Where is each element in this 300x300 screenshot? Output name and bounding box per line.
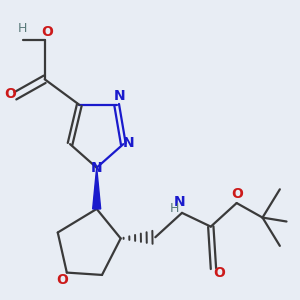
Text: O: O xyxy=(4,87,16,101)
Text: N: N xyxy=(113,89,125,103)
Text: N: N xyxy=(91,161,103,176)
Text: O: O xyxy=(231,188,243,201)
Text: O: O xyxy=(213,266,225,280)
Text: O: O xyxy=(41,25,53,39)
Text: H: H xyxy=(170,202,179,215)
Text: N: N xyxy=(174,195,186,209)
Polygon shape xyxy=(93,168,101,209)
Text: O: O xyxy=(57,273,68,287)
Text: H: H xyxy=(18,22,28,35)
Text: N: N xyxy=(122,136,134,149)
